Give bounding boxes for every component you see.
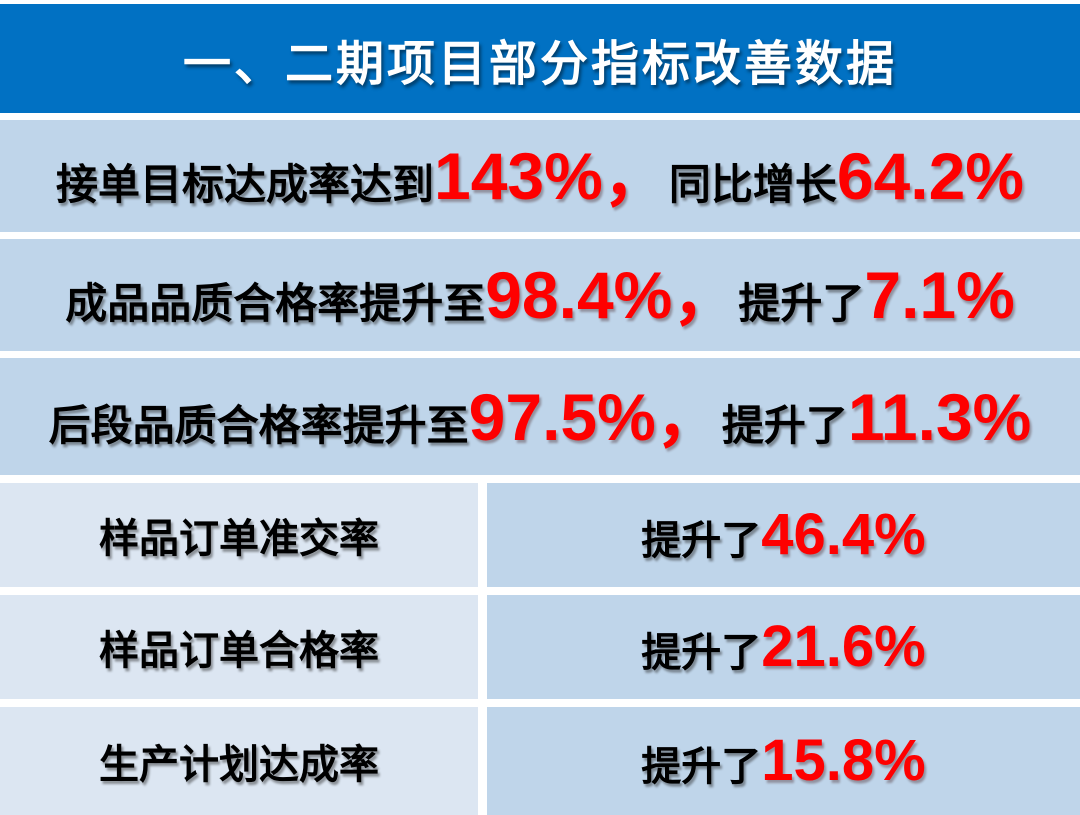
summary-value-2: 64.2%	[836, 139, 1024, 213]
summary-value-2: 11.3%	[847, 379, 1032, 454]
summary-value-2: 7.1%	[864, 258, 1015, 332]
metric-value-cell: 提升了21.6%	[487, 595, 1080, 699]
table-row-production-plan: 生产计划达成率 提升了15.8%	[0, 707, 1080, 815]
summary-line: 后段品质合格率提升至97.5%，提升了11.3%	[49, 384, 1032, 450]
metric-name-cell: 生产计划达成率	[0, 707, 478, 815]
metric-value-cell: 提升了46.4%	[487, 483, 1080, 587]
metric-name: 样品订单准交率	[99, 517, 379, 561]
summary-mid: 同比增长	[668, 161, 837, 208]
summary-prefix: 后段品质合格率提升至	[48, 401, 469, 449]
summary-value-1: 143%，	[434, 139, 669, 213]
improvement-label: 提升了	[641, 745, 762, 789]
summary-line: 接单目标达成率达到143%，同比增长64.2%	[56, 143, 1024, 209]
metric-value-cell: 提升了15.8%	[487, 707, 1080, 815]
metric-name: 生产计划达成率	[99, 743, 379, 787]
summary-value-1: 97.5%，	[468, 379, 722, 454]
metric-value-line: 提升了21.6%	[641, 618, 925, 676]
slide-title: 一、二期项目部分指标改善数据	[182, 37, 897, 91]
metric-name-cell: 样品订单准交率	[0, 483, 478, 587]
summary-line: 成品品质合格率提升至98.4%，提升了7.1%	[65, 262, 1015, 328]
metric-name-cell: 样品订单合格率	[0, 595, 478, 699]
improvement-value: 21.6%	[761, 614, 926, 679]
slide-title-bar: 一、二期项目部分指标改善数据	[0, 4, 1080, 113]
table-row-sample-delivery: 样品订单准交率 提升了46.4%	[0, 483, 1080, 587]
improvement-label: 提升了	[641, 519, 762, 563]
summary-mid: 提升了	[721, 401, 848, 449]
summary-row-finished-quality: 成品品质合格率提升至98.4%，提升了7.1%	[0, 239, 1080, 351]
summary-prefix: 成品品质合格率提升至	[65, 280, 486, 327]
summary-row-backend-quality: 后段品质合格率提升至97.5%，提升了11.3%	[0, 358, 1080, 475]
summary-row-order-target: 接单目标达成率达到143%，同比增长64.2%	[0, 120, 1080, 232]
improvement-value: 15.8%	[761, 728, 926, 793]
improvement-value: 46.4%	[761, 502, 926, 567]
summary-prefix: 接单目标达成率达到	[56, 161, 435, 208]
improvement-label: 提升了	[641, 631, 762, 675]
metric-value-line: 提升了15.8%	[641, 732, 925, 790]
metric-value-line: 提升了46.4%	[641, 506, 925, 564]
table-row-sample-pass-rate: 样品订单合格率 提升了21.6%	[0, 595, 1080, 699]
metric-name: 样品订单合格率	[99, 629, 379, 673]
summary-mid: 提升了	[738, 280, 865, 327]
summary-value-1: 98.4%，	[485, 258, 739, 332]
